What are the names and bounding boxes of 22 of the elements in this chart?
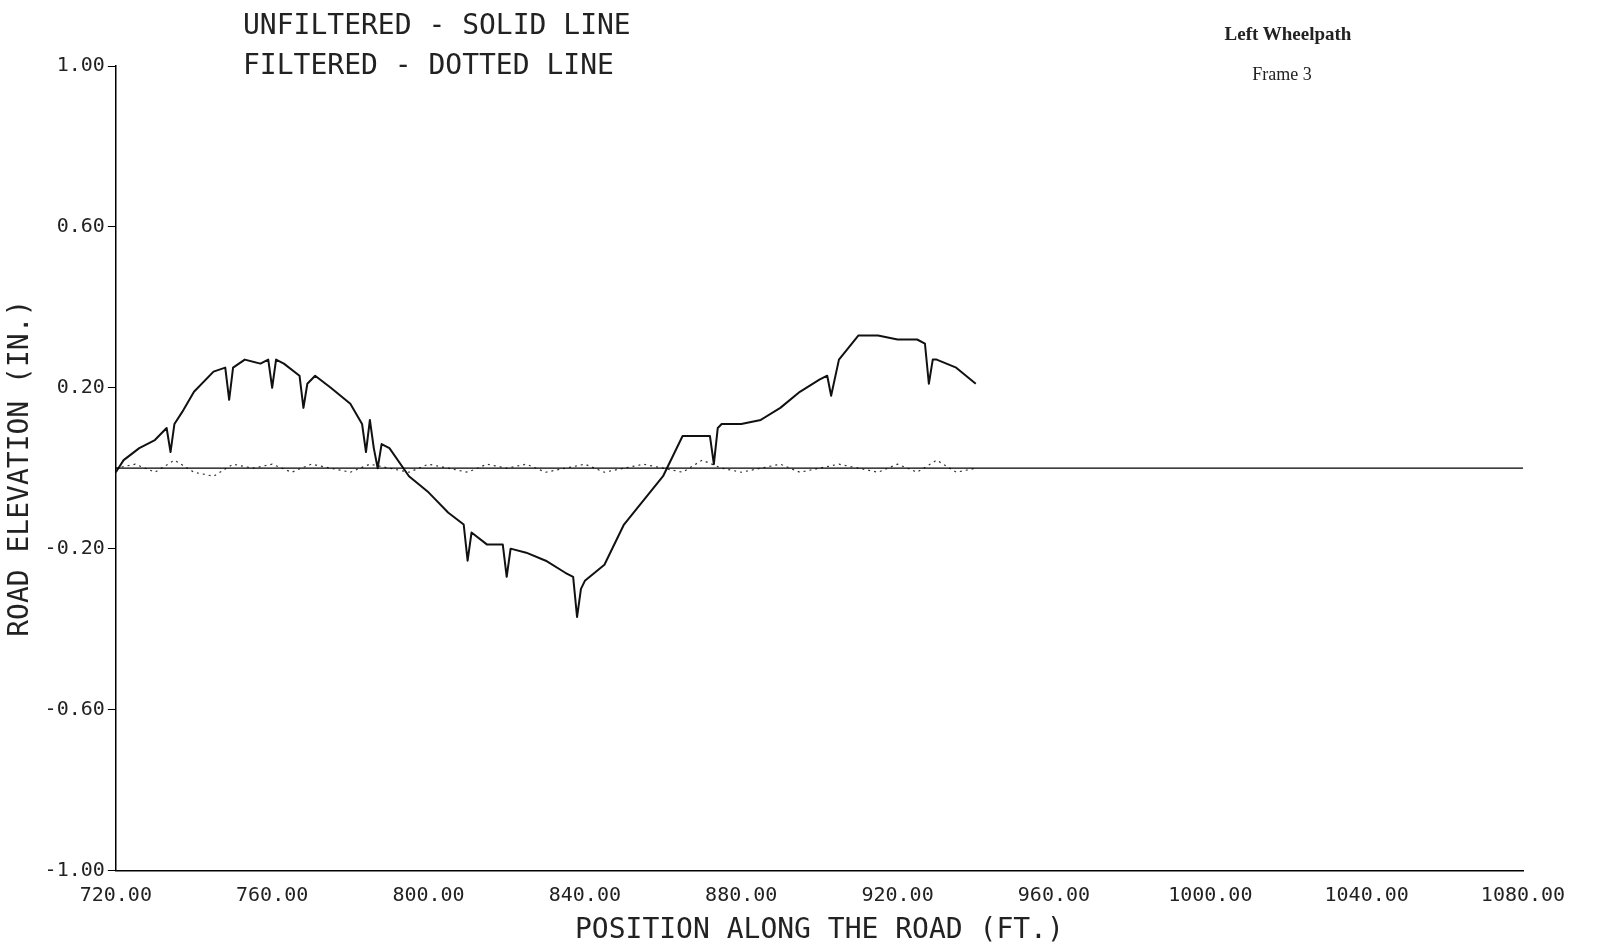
- annotation: Frame 3: [1252, 64, 1312, 84]
- y-tick-label: -0.60: [44, 695, 105, 720]
- x-tick-label: 840.00: [548, 881, 621, 906]
- x-tick-label: 760.00: [236, 881, 309, 906]
- x-tick-label: 720.00: [79, 881, 152, 906]
- annotation: FILTERED - DOTTED LINE: [243, 48, 614, 81]
- x-tick-label: 960.00: [1017, 881, 1091, 906]
- y-tick-label: 0.60: [56, 213, 105, 238]
- text: Left Wheelpath: [1224, 23, 1352, 44]
- x-tick-label: 920.00: [861, 881, 934, 906]
- x-tick-label: 880.00: [705, 881, 778, 906]
- x-axis-title: POSITION ALONG THE ROAD (FT.): [574, 912, 1064, 946]
- x-tick-label: 1000.00: [1168, 881, 1253, 906]
- x-tick-label: 800.00: [392, 881, 465, 906]
- y-tick-label: 0.20: [56, 373, 105, 398]
- x-tick-label: 1080.00: [1480, 881, 1566, 906]
- text: UNFILTERED - SOLID LINE: [243, 8, 631, 41]
- x-tick-label: 1040.00: [1324, 881, 1409, 906]
- y-tick-label: -0.20: [44, 534, 105, 559]
- y-tick-label: 1.00: [56, 52, 105, 77]
- y-tick-label: -1.00: [44, 856, 105, 881]
- y-axis-title: ROAD ELEVATION (IN.): [2, 299, 36, 637]
